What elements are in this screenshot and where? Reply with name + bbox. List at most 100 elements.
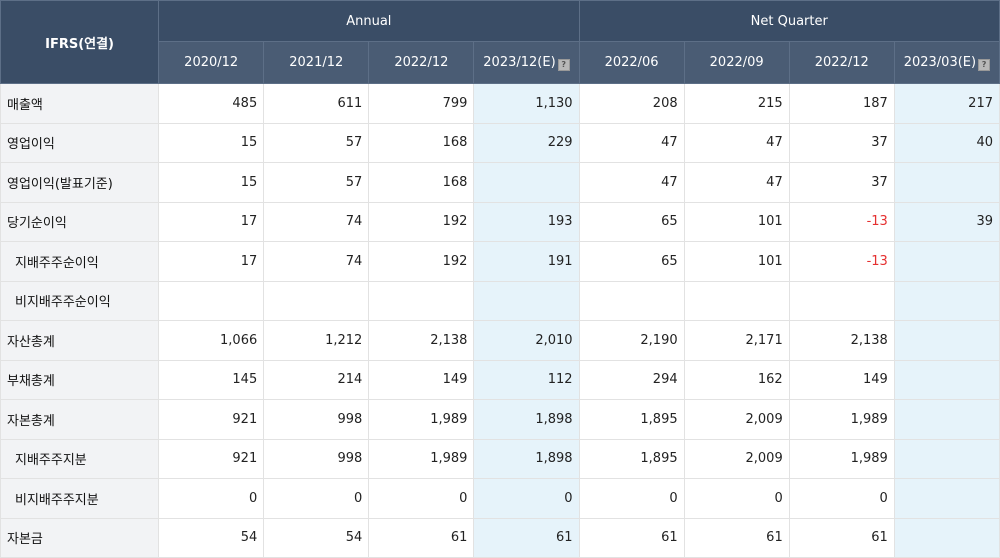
table-row: 매출액 485 611 799 1,130 208 215 187 217 <box>0 83 1000 124</box>
value-cell: 37 <box>788 122 895 163</box>
period-header: 2023/12(E)? <box>473 41 580 84</box>
value-cell <box>158 280 265 321</box>
value-cell: 0 <box>683 478 790 519</box>
period-header: 2022/12 <box>788 41 895 84</box>
period-label: 2023/03(E) <box>903 54 977 70</box>
table-row: 자산총계 1,066 1,212 2,138 2,010 2,190 2,171 2,138 <box>0 320 1000 361</box>
estimate-help-icon[interactable]: ? <box>978 58 991 71</box>
value-cell: 39 <box>893 201 1000 242</box>
value-cell <box>893 280 1000 321</box>
value-cell <box>893 241 1000 282</box>
value-cell: 2,009 <box>683 399 790 440</box>
value-cell: 74 <box>263 201 370 242</box>
value-cell: 168 <box>368 122 475 163</box>
value-cell: 17 <box>158 241 265 282</box>
value-cell: 47 <box>578 122 685 163</box>
value-cell: 17 <box>158 201 265 242</box>
annual-group-header: Annual <box>158 0 580 42</box>
value-cell: 217 <box>893 83 1000 124</box>
table-row: 지배주주지분 921 998 1,989 1,898 1,895 2,009 1,989 <box>0 438 1000 479</box>
value-cell <box>893 438 1000 479</box>
value-cell: 149 <box>368 359 475 400</box>
value-cell: 187 <box>788 83 895 124</box>
value-cell: 57 <box>263 122 370 163</box>
row-label: 자본총계 <box>0 399 160 440</box>
value-cell <box>893 478 1000 519</box>
row-label: 자본금 <box>0 517 160 558</box>
value-cell <box>893 517 1000 558</box>
value-cell: 145 <box>158 359 265 400</box>
value-cell: 15 <box>158 162 265 203</box>
row-label: 지배주주순이익 <box>0 241 160 282</box>
period-header: 2023/03(E)? <box>893 41 1000 84</box>
value-cell: 0 <box>473 478 580 519</box>
value-cell: 112 <box>473 359 580 400</box>
value-cell: 2,171 <box>683 320 790 361</box>
period-label: 2022/06 <box>604 55 659 70</box>
value-cell: 61 <box>788 517 895 558</box>
value-cell: 1,989 <box>368 399 475 440</box>
value-cell: 1,989 <box>788 399 895 440</box>
value-cell: -13 <box>788 241 895 282</box>
value-cell <box>683 280 790 321</box>
value-cell: 998 <box>263 399 370 440</box>
value-cell: 214 <box>263 359 370 400</box>
value-cell: 1,212 <box>263 320 370 361</box>
value-cell: 485 <box>158 83 265 124</box>
row-label: 지배주주지분 <box>0 438 160 479</box>
value-cell: 74 <box>263 241 370 282</box>
value-cell <box>788 280 895 321</box>
value-cell: 15 <box>158 122 265 163</box>
ifrs-corner-header: IFRS(연결) <box>0 0 160 84</box>
value-cell: 611 <box>263 83 370 124</box>
value-cell <box>368 280 475 321</box>
table-row: 자본금 54 54 61 61 61 61 61 <box>0 517 1000 558</box>
period-header-row: 2020/12 2021/12 2022/12 2023/12(E)? 2022/06 2… <box>1 41 1000 84</box>
value-cell: 65 <box>578 201 685 242</box>
row-label: 영업이익(발표기준) <box>0 162 160 203</box>
value-cell: 47 <box>683 122 790 163</box>
period-label: 2022/09 <box>709 55 764 70</box>
row-label: 부채총계 <box>0 359 160 400</box>
value-cell: 1,895 <box>578 399 685 440</box>
value-cell: 921 <box>158 399 265 440</box>
period-label: 2020/12 <box>184 55 239 70</box>
value-cell <box>893 162 1000 203</box>
period-label: 2023/12(E) <box>483 54 556 70</box>
value-cell: 65 <box>578 241 685 282</box>
value-cell: 1,066 <box>158 320 265 361</box>
value-cell: 47 <box>578 162 685 203</box>
value-cell: 2,010 <box>473 320 580 361</box>
table-row: 부채총계 145 214 149 112 294 162 149 <box>0 359 1000 400</box>
period-header: 2022/06 <box>578 41 685 84</box>
table-row: 지배주주순이익 17 74 192 191 65 101 -13 <box>0 241 1000 282</box>
value-cell: 192 <box>368 241 475 282</box>
row-label: 당기순이익 <box>0 201 160 242</box>
value-cell: 54 <box>263 517 370 558</box>
value-cell: 54 <box>158 517 265 558</box>
value-cell: 2,190 <box>578 320 685 361</box>
value-cell: 294 <box>578 359 685 400</box>
value-cell: 1,989 <box>788 438 895 479</box>
value-cell <box>473 280 580 321</box>
row-label: 비지배주주지분 <box>0 478 160 519</box>
value-cell: 0 <box>368 478 475 519</box>
period-label: 2022/12 <box>814 55 869 70</box>
period-header: 2020/12 <box>158 41 265 84</box>
value-cell: 162 <box>683 359 790 400</box>
table-row: 영업이익 15 57 168 229 47 47 37 40 <box>0 122 1000 163</box>
period-header: 2022/12 <box>368 41 475 84</box>
value-cell <box>893 399 1000 440</box>
value-cell: 0 <box>158 478 265 519</box>
row-label: 자산총계 <box>0 320 160 361</box>
value-cell: 998 <box>263 438 370 479</box>
row-label: 비지배주주순이익 <box>0 280 160 321</box>
row-label: 매출액 <box>0 83 160 124</box>
value-cell <box>473 162 580 203</box>
estimate-help-icon[interactable]: ? <box>557 58 570 71</box>
value-cell: 2,138 <box>368 320 475 361</box>
value-cell: 149 <box>788 359 895 400</box>
value-cell: 47 <box>683 162 790 203</box>
value-cell <box>263 280 370 321</box>
